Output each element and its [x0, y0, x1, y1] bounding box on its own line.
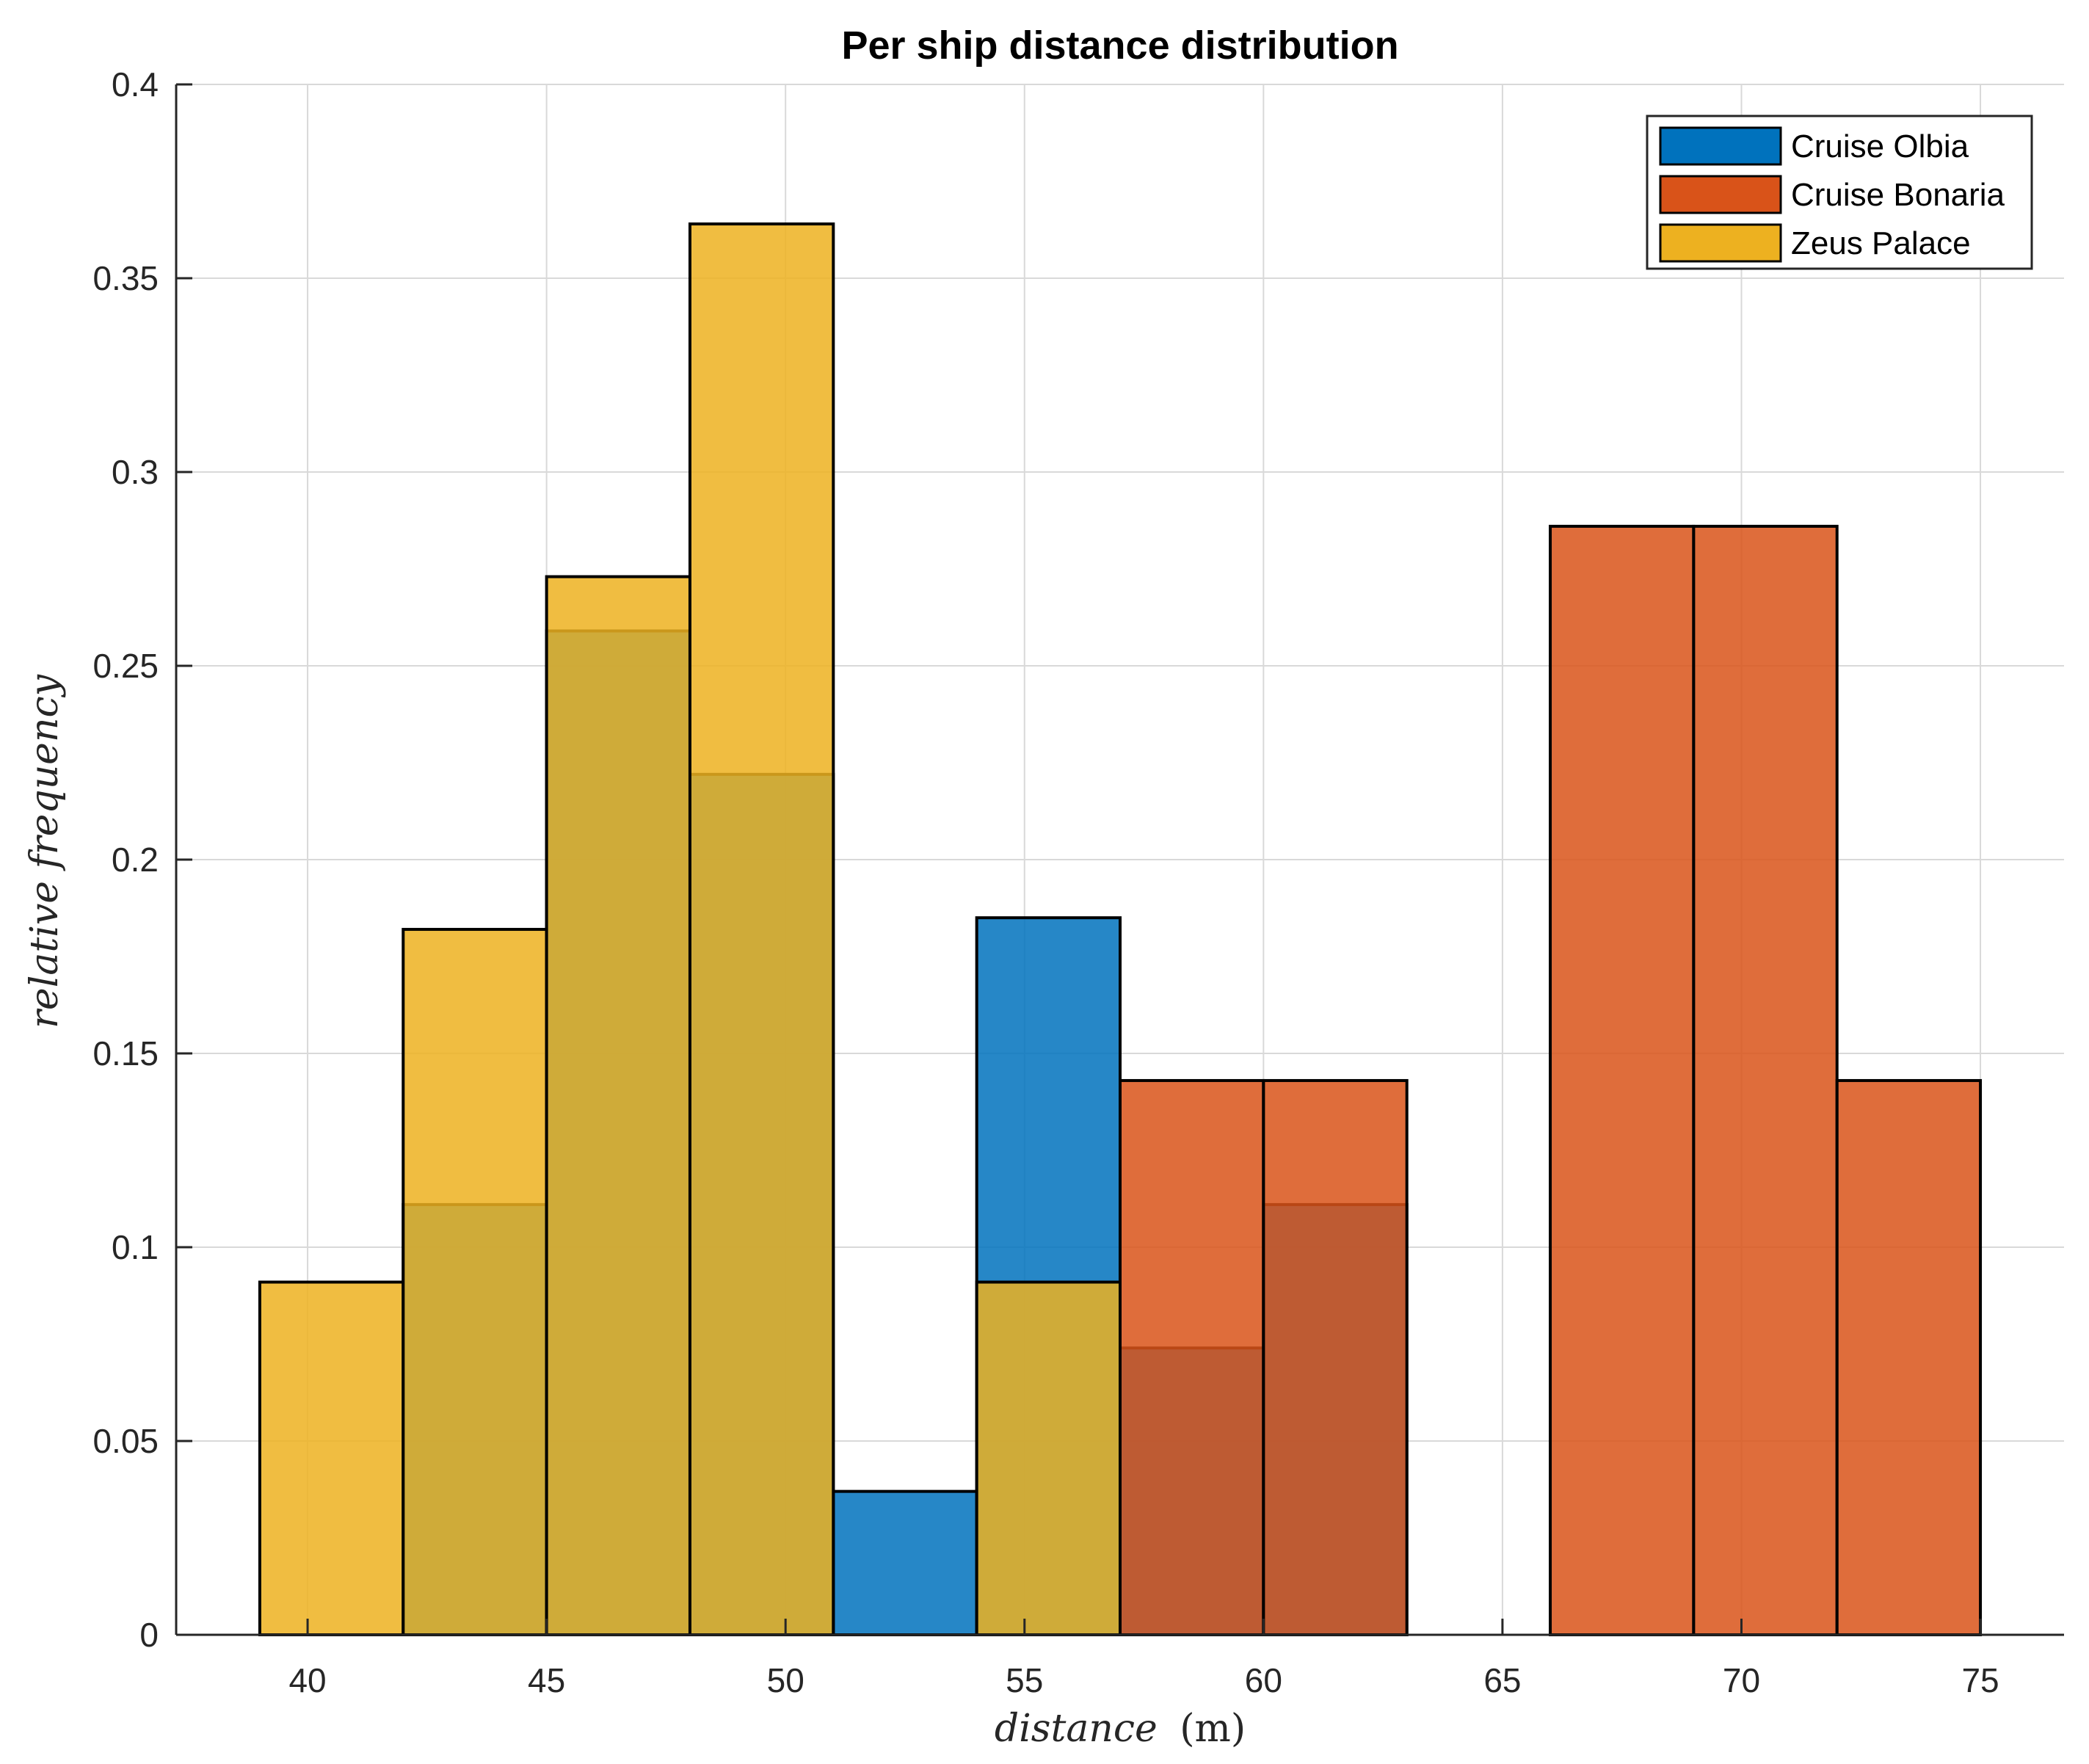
x-axis-label-unit: (m): [1180, 1707, 1246, 1751]
x-tick-label: 45: [528, 1661, 565, 1699]
x-axis-label: distance (m): [995, 1707, 1246, 1751]
y-tick-label: 0.05: [92, 1422, 159, 1460]
x-tick-label: 65: [1483, 1661, 1521, 1699]
x-tick-label: 55: [1006, 1661, 1043, 1699]
x-tick-label: 75: [1961, 1661, 1999, 1699]
legend-label: Cruise Olbia: [1791, 128, 1969, 164]
y-tick-label: 0.3: [112, 453, 159, 491]
legend-swatch: [1659, 126, 1782, 166]
y-tick-label: 0.2: [112, 841, 159, 879]
bar-cruise-bonaria: [1119, 1078, 1265, 1636]
legend-swatch: [1659, 223, 1782, 263]
bar-cruise-bonaria: [1692, 524, 1839, 1636]
tick-labels: 40 45 50 55 60 65 70 75 0 0.05 0.1 0.15 0.2 0.25 0.3 0.…: [92, 65, 1999, 1699]
bar-cruise-olbia: [832, 1489, 978, 1637]
y-tick-label: 0: [139, 1616, 159, 1654]
y-tick-label: 0.1: [112, 1228, 159, 1266]
bar-zeus-palace: [258, 1280, 405, 1637]
x-axis-label-text: distance: [995, 1707, 1158, 1751]
chart-title: Per ship distance distribution: [841, 23, 1398, 68]
legend-swatch: [1659, 175, 1782, 214]
x-tick-label: 70: [1723, 1661, 1760, 1699]
bar-zeus-palace: [975, 1280, 1122, 1637]
legend-label: Cruise Bonaria: [1791, 177, 2005, 213]
y-tick-label: 0.35: [92, 259, 159, 297]
bar-cruise-bonaria: [1549, 524, 1696, 1636]
legend-label: Zeus Palace: [1791, 225, 1971, 261]
bar-zeus-palace: [545, 575, 691, 1636]
y-tick-label: 0.25: [92, 647, 159, 685]
y-axis-label: relative frequency: [23, 674, 67, 1028]
axes: [175, 83, 2064, 1636]
legend: Cruise Olbia Cruise Bonaria Zeus Palace: [1646, 115, 2033, 270]
y-tick-label: 0.4: [112, 65, 159, 104]
bars: [258, 222, 1983, 1637]
x-tick-label: 60: [1245, 1661, 1282, 1699]
bar-cruise-bonaria: [1835, 1078, 1983, 1636]
y-tick-label: 0.15: [92, 1034, 159, 1072]
x-tick-label: 50: [767, 1661, 804, 1699]
x-tick-label: 40: [288, 1661, 326, 1699]
bar-zeus-palace: [402, 928, 548, 1637]
bar-cruise-bonaria: [1262, 1078, 1409, 1636]
bar-zeus-palace: [688, 222, 835, 1637]
